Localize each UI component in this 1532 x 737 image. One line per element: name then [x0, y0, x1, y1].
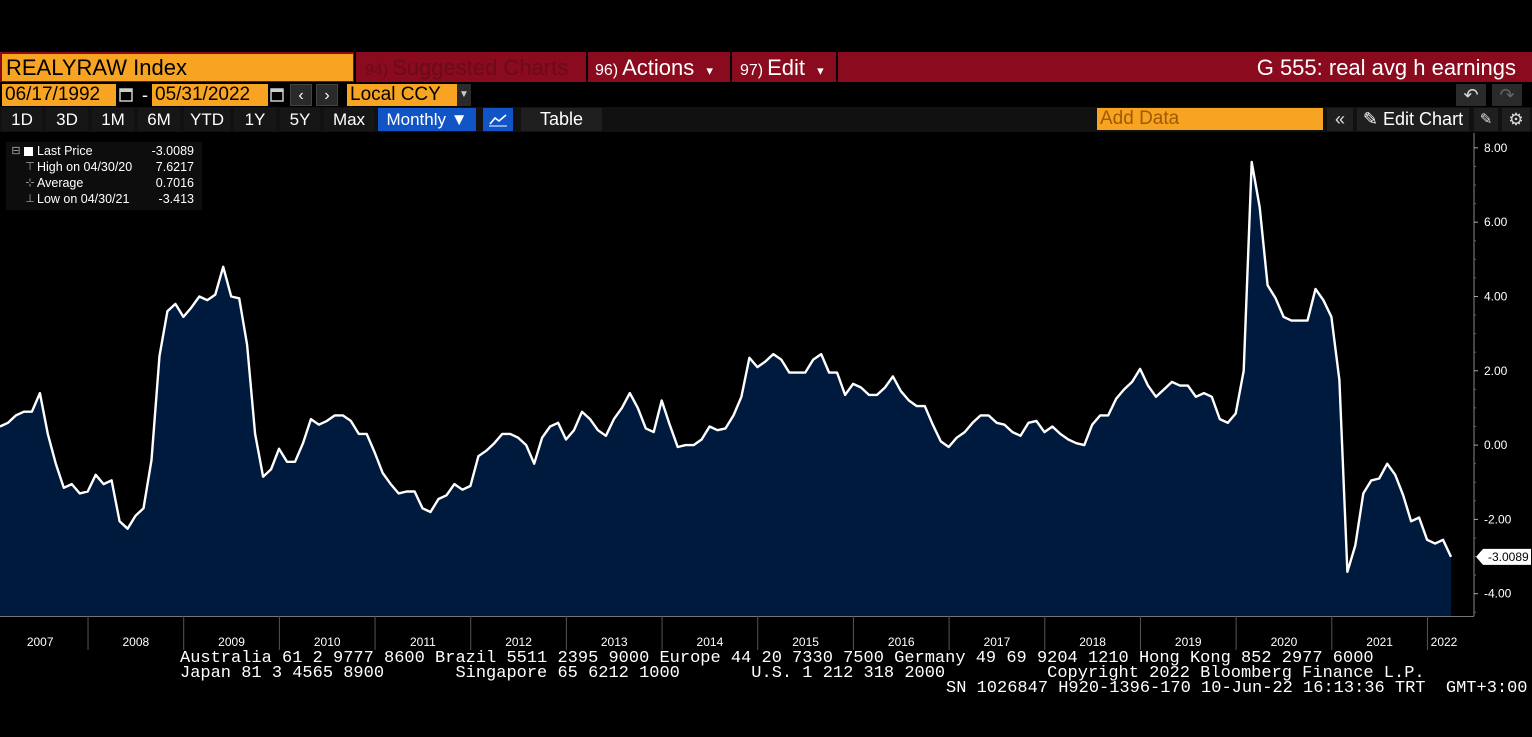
- redo-icon[interactable]: ↷: [1492, 84, 1522, 106]
- legend-swatch: [24, 147, 33, 156]
- chart-title: G 555: real avg h earnings: [1256, 55, 1516, 80]
- period-3d[interactable]: 3D: [46, 108, 88, 131]
- period-1d[interactable]: 1D: [2, 108, 42, 131]
- menu-number: 97): [740, 62, 764, 79]
- last-price-label: -3.0089: [1488, 550, 1529, 564]
- chevron-down-icon[interactable]: ▼: [457, 84, 471, 106]
- gear-icon[interactable]: ⚙: [1502, 108, 1530, 131]
- last-price-marker: [1476, 548, 1531, 565]
- divider: [836, 52, 838, 82]
- x-tick-label: 2007: [27, 635, 54, 649]
- y-tick-label: 2.00: [1484, 364, 1508, 378]
- collapse-icon[interactable]: «: [1327, 108, 1353, 131]
- y-axis: 8.00 6.00 4.00 2.00 0.00 -2.00 -4.00: [1473, 133, 1512, 616]
- x-tick-label: 2011: [410, 635, 436, 649]
- x-tick-label: 2019: [1175, 635, 1202, 649]
- legend-row-low: ⊥ Low on 04/30/21 -3.413: [6, 191, 202, 207]
- x-tick-label: 2021: [1366, 635, 1393, 649]
- x-axis: 2007 2008 2009 2010 2011 2012 2013 2014 2015 2016…: [0, 616, 1474, 650]
- end-date-input[interactable]: 05/31/2022: [152, 84, 268, 106]
- calendar-icon[interactable]: [270, 86, 284, 102]
- chevron-down-icon: ▾: [706, 63, 713, 78]
- legend-value: 0.7016: [155, 176, 194, 190]
- frequency-select[interactable]: Monthly ▼: [378, 108, 476, 131]
- x-tick-label: 2022: [1431, 635, 1458, 649]
- legend-name: Average: [37, 176, 84, 190]
- y-tick-label: 0.00: [1484, 438, 1508, 452]
- divider: [730, 52, 732, 82]
- footer-contacts-line1: Australia 61 2 9777 8600 Brazil 5511 239…: [180, 649, 1374, 668]
- legend-value: 7.6217: [155, 160, 194, 174]
- y-tick-label: 4.00: [1484, 289, 1508, 303]
- prev-period-button[interactable]: ‹: [290, 84, 312, 106]
- x-tick-label: 2018: [1079, 635, 1106, 649]
- x-tick-label: 2017: [984, 635, 1011, 649]
- chart-area-fill: [0, 162, 1451, 616]
- legend-symbol: ⊥: [25, 193, 35, 205]
- edit-menu[interactable]: 97) Edit ▾: [740, 54, 824, 81]
- y-tick-label: 6.00: [1484, 215, 1508, 229]
- period-1y[interactable]: 1Y: [234, 108, 276, 131]
- legend-row-high: ⊤ High on 04/30/20 7.6217: [6, 159, 202, 175]
- pencil-icon: ✎: [1362, 109, 1379, 129]
- legend-value: -3.0089: [151, 144, 194, 158]
- y-tick-label: -2.00: [1484, 512, 1512, 526]
- chevron-down-icon: ▾: [817, 63, 824, 78]
- period-6m[interactable]: 6M: [138, 108, 180, 131]
- table-button[interactable]: Table: [521, 108, 602, 131]
- price-line: [0, 160, 1453, 573]
- legend: ⊟ Last Price -3.0089 ⊤ High on 04/30/20 …: [6, 142, 202, 210]
- divider: [586, 52, 588, 82]
- legend-row-last-price: ⊟ Last Price -3.0089: [6, 143, 202, 159]
- start-date-input[interactable]: 06/17/1992: [2, 84, 116, 106]
- legend-symbol: ⊹: [25, 177, 35, 189]
- menu-number: 96): [595, 62, 619, 79]
- x-tick-label: 2010: [314, 635, 341, 649]
- price-chart[interactable]: 8.006.004.002.000.00-2.00-4.00 2007 2008 2…: [0, 133, 1532, 653]
- menu-label: Suggested Charts: [392, 55, 569, 80]
- actions-menu[interactable]: 96) Actions ▾: [595, 54, 713, 81]
- footer-session-line: SN 1026847 H920-1396-170 10-Jun-22 16:13…: [946, 679, 1528, 698]
- x-tick-label: 2014: [697, 635, 724, 649]
- period-max[interactable]: Max: [324, 108, 374, 131]
- x-tick-label: 2016: [888, 635, 915, 649]
- legend-name: Last Price: [37, 144, 93, 158]
- legend-name: Low on 04/30/21: [37, 192, 130, 206]
- legend-value: -3.413: [158, 192, 194, 206]
- next-period-button[interactable]: ›: [316, 84, 338, 106]
- edit-chart-label: Edit Chart: [1383, 109, 1464, 129]
- edit-chart-button[interactable]: ✎ Edit Chart: [1357, 108, 1469, 131]
- currency-select[interactable]: Local CCY: [347, 84, 457, 106]
- suggested-charts-menu[interactable]: 94) Suggested Charts: [365, 54, 568, 81]
- x-tick-label: 2009: [218, 635, 245, 649]
- last-price-tag: -3.0089: [1476, 548, 1531, 565]
- calendar-icon[interactable]: [119, 86, 133, 102]
- period-ytd[interactable]: YTD: [184, 108, 230, 131]
- footer-contacts-line2: Japan 81 3 4565 8900 Singapore 65 6212 1…: [180, 664, 1425, 683]
- period-1m[interactable]: 1M: [92, 108, 134, 131]
- legend-name: High on 04/30/20: [37, 160, 133, 174]
- security-field[interactable]: REALYRAW Index: [2, 54, 353, 81]
- period-5y[interactable]: 5Y: [280, 108, 320, 131]
- legend-symbol: ⊤: [25, 161, 35, 173]
- x-tick-label: 2012: [505, 635, 532, 649]
- legend-symbol: ⊟: [11, 145, 21, 157]
- menu-number: 94): [365, 62, 389, 79]
- annotate-icon[interactable]: ✎: [1474, 108, 1498, 131]
- date-separator: -: [142, 85, 148, 105]
- add-data-input[interactable]: Add Data: [1097, 108, 1323, 130]
- legend-row-average: ⊹ Average 0.7016: [6, 175, 202, 191]
- menu-label: Actions: [622, 55, 695, 80]
- x-tick-label: 2015: [792, 635, 819, 649]
- y-tick-label: 8.00: [1484, 141, 1508, 155]
- line-chart-icon[interactable]: [483, 108, 513, 131]
- x-tick-label: 2008: [123, 635, 150, 649]
- y-tick-label: -4.00: [1484, 587, 1512, 601]
- menu-label: Edit: [767, 55, 806, 80]
- x-tick-label: 2013: [601, 635, 628, 649]
- x-tick-label: 2020: [1271, 635, 1298, 649]
- divider: [354, 52, 356, 82]
- undo-icon[interactable]: ↶: [1456, 84, 1486, 106]
